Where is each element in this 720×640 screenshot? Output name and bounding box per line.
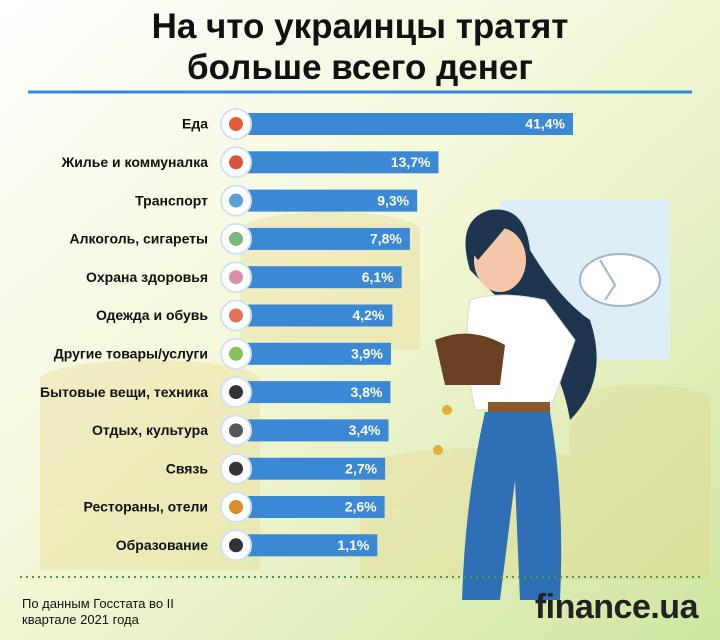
value-label: 3,8% (351, 384, 383, 400)
bar (232, 342, 391, 365)
bar (232, 189, 418, 212)
bar (232, 496, 385, 518)
chart-title: На что украинцы тратят больше всего дене… (151, 7, 569, 87)
bar (232, 266, 402, 289)
bar (232, 227, 410, 250)
logo: finance.ua (534, 588, 699, 626)
category-icon-glyph (229, 155, 243, 170)
bar (232, 534, 378, 557)
category-icon-glyph (229, 308, 243, 323)
category-label: Алкоголь, сигареты (70, 231, 208, 247)
category-icon-glyph (229, 270, 243, 285)
value-label: 7,8% (370, 231, 402, 247)
category-label: Связь (166, 460, 209, 476)
value-label: 6,1% (362, 269, 394, 285)
bar (232, 419, 389, 442)
value-label: 3,4% (349, 422, 381, 438)
category-icon-glyph (229, 231, 243, 246)
bar (232, 381, 391, 404)
value-label: 4,2% (352, 307, 384, 323)
category-label: Бытовые вещи, техника (40, 384, 208, 400)
category-label: Транспорт (135, 192, 208, 208)
category-label: Жилье и коммуналка (61, 154, 209, 170)
category-icon-glyph (229, 538, 243, 553)
category-label: Другие товары/услуги (54, 346, 208, 362)
category-label: Отдых, культура (92, 422, 208, 438)
bar (232, 304, 393, 327)
illustration (433, 200, 670, 600)
category-icon-glyph (229, 385, 243, 400)
category-label: Одежда и обувь (96, 307, 208, 323)
value-label: 13,7% (391, 154, 431, 170)
bar (232, 151, 439, 174)
value-label: 9,3% (377, 192, 409, 208)
category-label: Охрана здоровья (86, 269, 208, 285)
category-icon-glyph (229, 423, 243, 438)
category-icon-glyph (229, 461, 243, 476)
category-icon-glyph (229, 117, 243, 131)
category-label: Еда (182, 116, 208, 132)
category-icon-glyph (229, 346, 243, 361)
bar (232, 457, 386, 480)
value-label: 2,6% (345, 499, 377, 515)
value-label: 3,9% (351, 346, 383, 362)
bar (232, 113, 573, 135)
value-label: 41,4% (525, 116, 565, 132)
category-icon-glyph (229, 193, 243, 208)
category-label: Рестораны, отели (84, 499, 208, 515)
category-icon-glyph (229, 500, 243, 514)
value-label: 2,7% (345, 460, 377, 476)
value-label: 1,1% (337, 537, 369, 553)
category-label: Образование (116, 537, 208, 553)
source-note: По данным Госстата во II квартале 2021 г… (22, 596, 174, 627)
